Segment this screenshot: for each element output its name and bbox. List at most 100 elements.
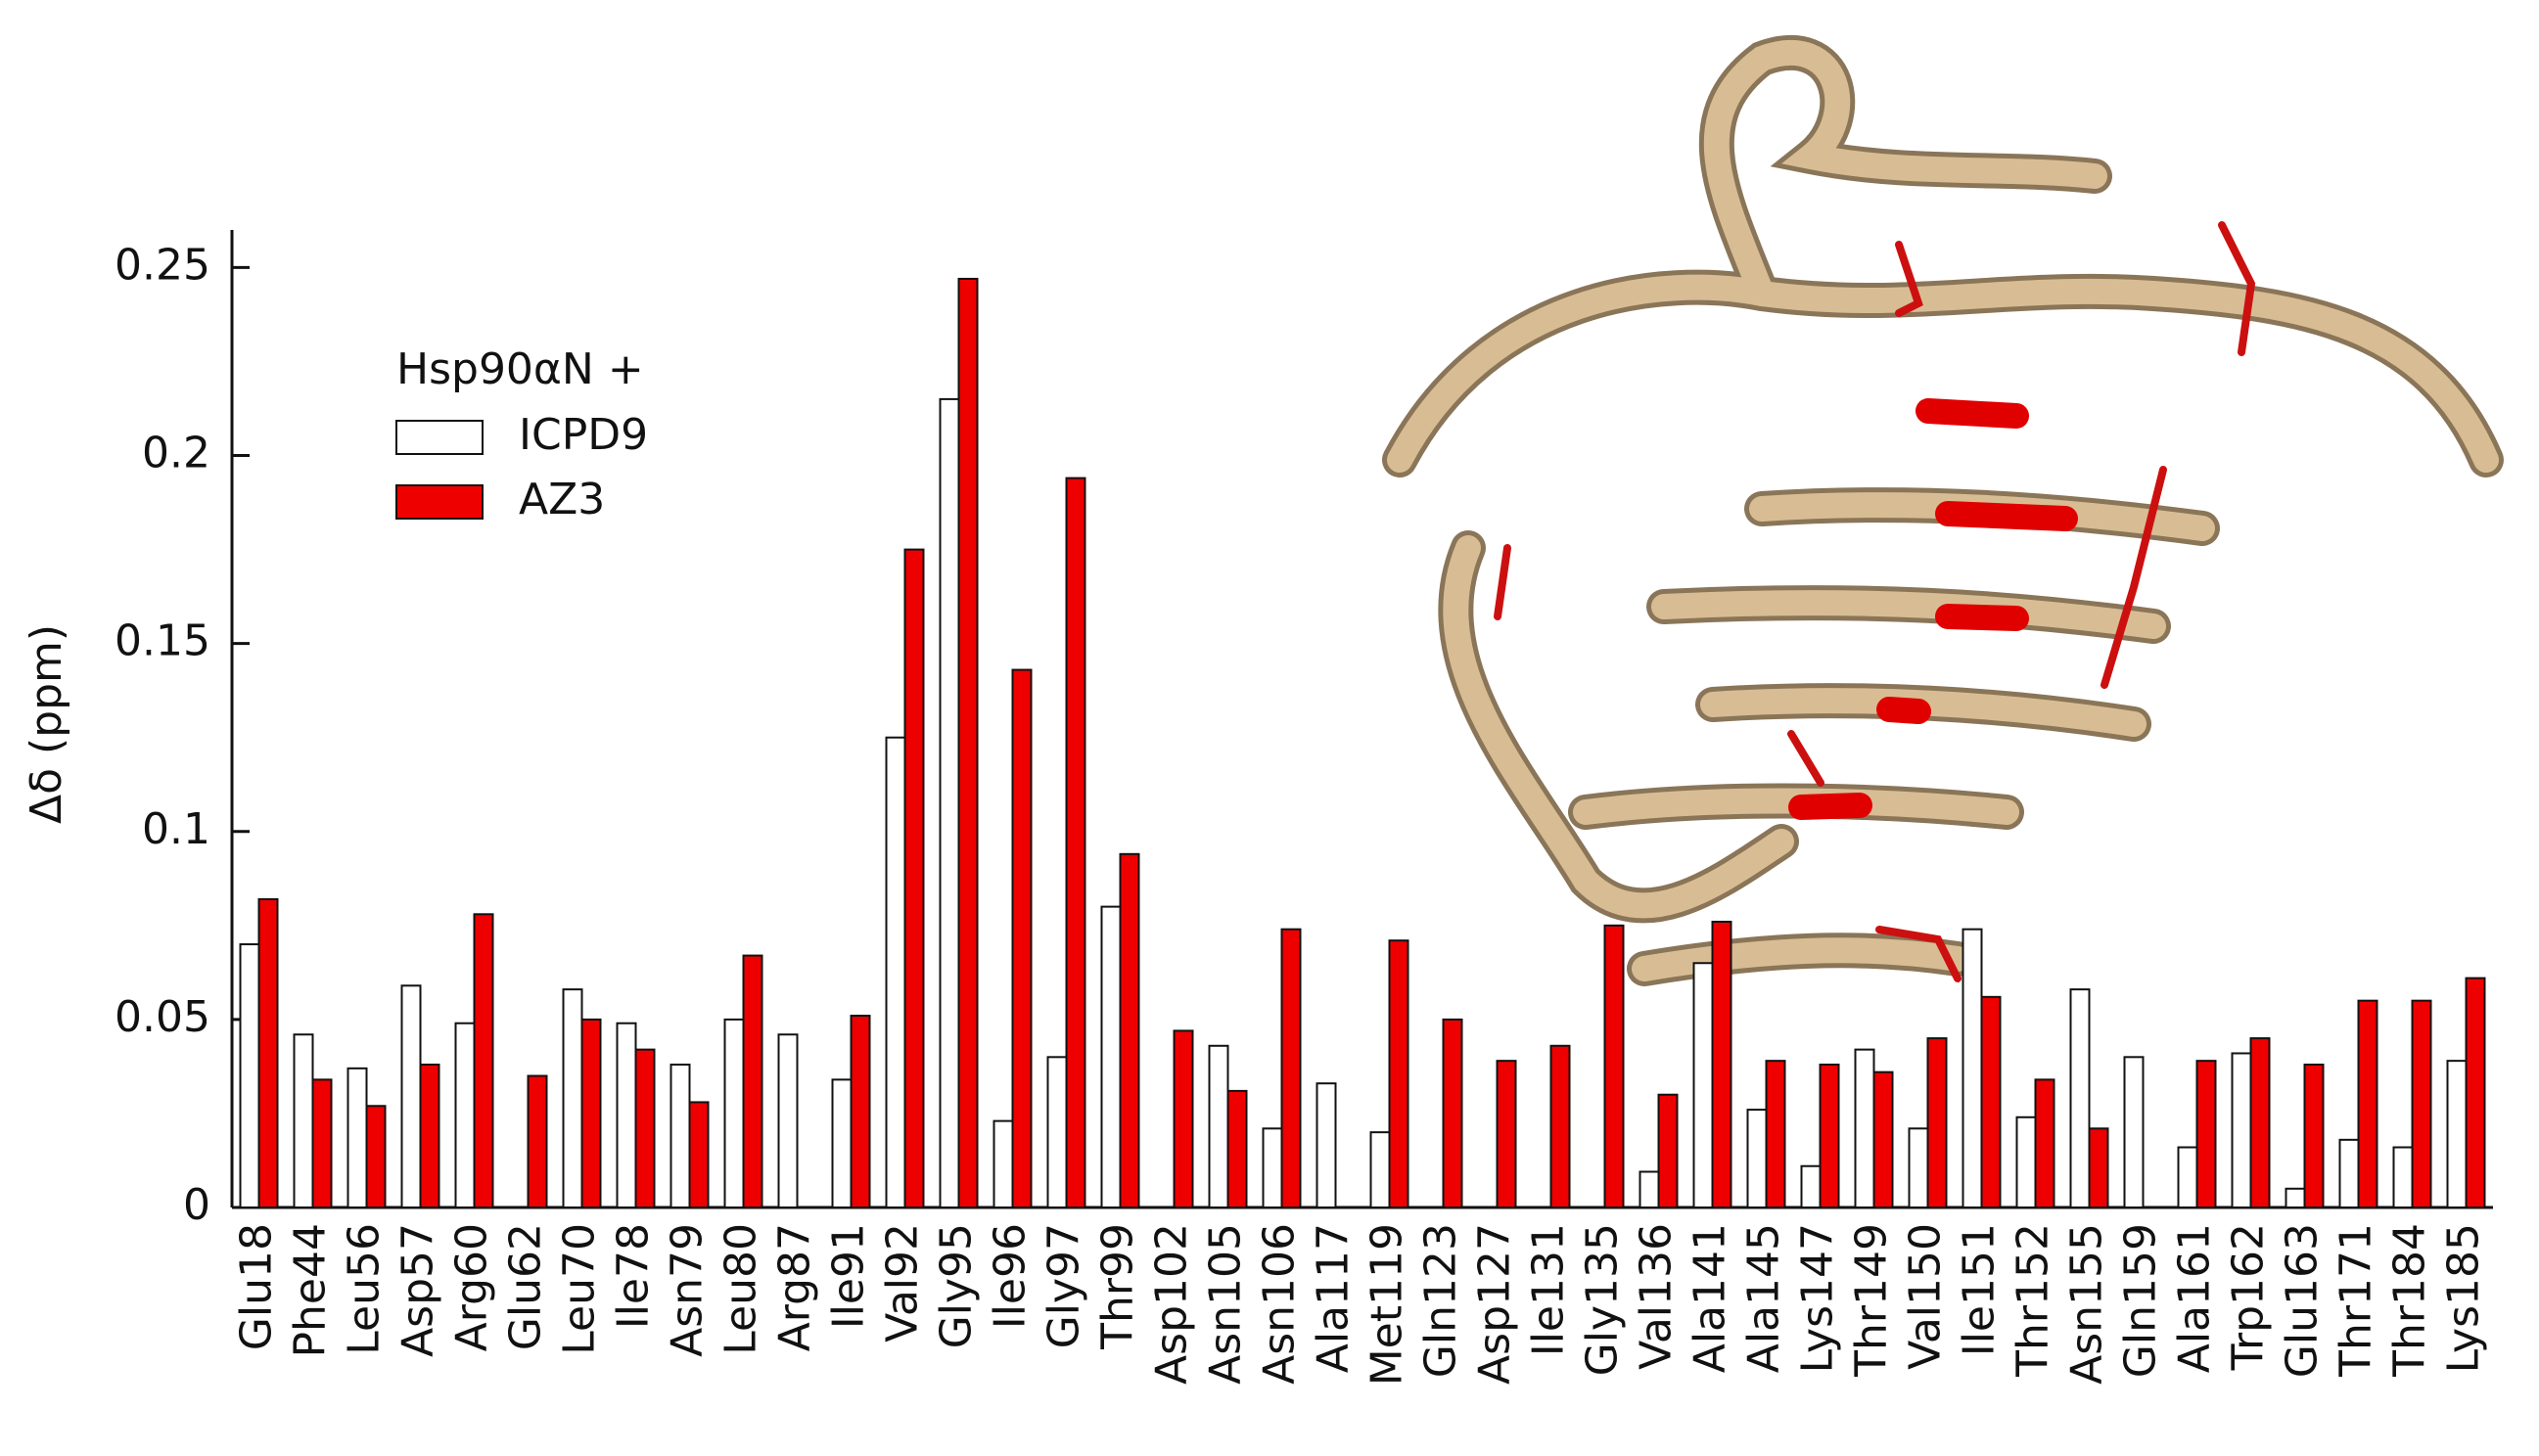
bar <box>903 548 925 1208</box>
x-tick-label: Ile151 <box>1955 1223 2005 1356</box>
bar <box>2303 1063 2325 1208</box>
x-tick-label: Gln159 <box>2116 1223 2166 1378</box>
x-tick-label: Trp162 <box>2224 1223 2274 1371</box>
legend-swatch <box>395 420 484 455</box>
bar <box>2034 1078 2055 1209</box>
x-tick-label: Leu70 <box>555 1223 605 1355</box>
bar <box>957 277 979 1208</box>
bar <box>1819 1063 1840 1208</box>
x-tick-label: Arg60 <box>447 1223 497 1351</box>
x-tick-label: Thr171 <box>2331 1223 2381 1378</box>
bar <box>2338 1138 2360 1209</box>
bar <box>1065 477 1086 1209</box>
bar <box>2285 1187 2306 1208</box>
x-tick-label: Val92 <box>878 1223 928 1342</box>
bar <box>993 1119 1014 1209</box>
y-tick-label: 0 <box>183 1180 210 1230</box>
bar <box>311 1078 333 1209</box>
bar <box>1011 668 1033 1208</box>
x-tick-label: Asn105 <box>1201 1223 1251 1385</box>
bar <box>634 1048 656 1208</box>
bar <box>257 897 279 1209</box>
bar <box>1388 939 1409 1208</box>
y-tick-label: 0.05 <box>115 992 210 1042</box>
x-tick-label: Gly135 <box>1578 1223 1628 1376</box>
bar <box>1765 1060 1786 1209</box>
legend-label: ICPD9 <box>519 410 648 460</box>
x-tick-label: Asp57 <box>393 1223 443 1357</box>
bar <box>2249 1037 2271 1209</box>
bar <box>346 1067 368 1208</box>
x-tick-label: Arg87 <box>770 1223 820 1351</box>
x-tick-label: Ile78 <box>609 1223 659 1329</box>
bar <box>1369 1131 1391 1208</box>
x-tick-label: Asp127 <box>1470 1223 1520 1385</box>
bar <box>1316 1082 1337 1209</box>
bar <box>1226 1089 1248 1208</box>
bar <box>885 736 906 1208</box>
bar <box>2069 988 2091 1209</box>
y-axis-label: Δδ (ppm) <box>22 624 71 824</box>
x-tick-label: Ile131 <box>1524 1223 1574 1356</box>
bar <box>2088 1127 2109 1208</box>
bar <box>1872 1070 1894 1208</box>
bar <box>1496 1060 1517 1209</box>
y-tick-label: 0.2 <box>142 429 210 478</box>
bar <box>2411 999 2432 1209</box>
bar <box>2015 1115 2037 1209</box>
bar <box>723 1018 745 1209</box>
x-tick-label: Phe44 <box>286 1223 336 1357</box>
x-tick-label: Ala141 <box>1685 1223 1735 1373</box>
bar <box>527 1074 548 1209</box>
x-tick-label: Gln123 <box>1416 1223 1466 1378</box>
bar <box>239 943 260 1208</box>
bar <box>831 1078 853 1209</box>
y-tick-label: 0.1 <box>142 804 210 854</box>
x-tick-label: Ala145 <box>1739 1223 1789 1373</box>
x-tick-label: Thr152 <box>2008 1223 2058 1378</box>
y-tick-label: 0.25 <box>115 240 210 290</box>
x-tick-label: Asn106 <box>1255 1223 1305 1385</box>
bar <box>365 1105 387 1208</box>
x-tick-label: Val136 <box>1632 1223 1682 1370</box>
bar <box>1692 962 1714 1208</box>
x-tick-label: Ala117 <box>1309 1223 1359 1373</box>
bar <box>1046 1056 1068 1209</box>
x-tick-label: Leu56 <box>340 1223 390 1355</box>
legend-title: Hsp90αN + <box>396 344 644 394</box>
x-tick-label: Thr99 <box>1093 1223 1143 1350</box>
bar <box>1854 1048 1875 1208</box>
x-tick-label: Gly97 <box>1039 1223 1089 1348</box>
x-tick-label: Thr149 <box>1847 1223 1897 1378</box>
bar <box>454 1022 476 1208</box>
bar <box>1208 1044 1229 1208</box>
bar <box>2392 1146 2414 1208</box>
bar <box>2123 1056 2145 1209</box>
x-tick-label: Lys147 <box>1793 1223 1843 1373</box>
bar <box>616 1022 637 1208</box>
bar <box>2177 1146 2198 1208</box>
legend-swatch <box>395 484 484 520</box>
x-tick-label: Ala161 <box>2170 1223 2220 1373</box>
bar <box>400 984 422 1208</box>
x-tick-label: Gly95 <box>932 1223 982 1348</box>
x-tick-label: Leu80 <box>716 1223 766 1355</box>
bar <box>1549 1044 1571 1208</box>
bar <box>1657 1093 1679 1208</box>
bar <box>1119 852 1140 1208</box>
bar <box>850 1015 871 1209</box>
bar <box>777 1033 799 1209</box>
x-tick-label: Glu163 <box>2278 1223 2328 1378</box>
x-tick-label: Asn155 <box>2062 1223 2112 1385</box>
bar <box>1962 928 1983 1209</box>
bar <box>562 988 583 1209</box>
bar <box>2465 977 2486 1208</box>
bar <box>473 913 494 1208</box>
x-tick-label: Lys185 <box>2439 1223 2489 1373</box>
bar <box>2195 1060 2217 1209</box>
bar <box>419 1063 440 1208</box>
bar <box>1711 920 1732 1208</box>
bar <box>293 1033 314 1209</box>
x-tick-label: Asp102 <box>1147 1223 1197 1385</box>
